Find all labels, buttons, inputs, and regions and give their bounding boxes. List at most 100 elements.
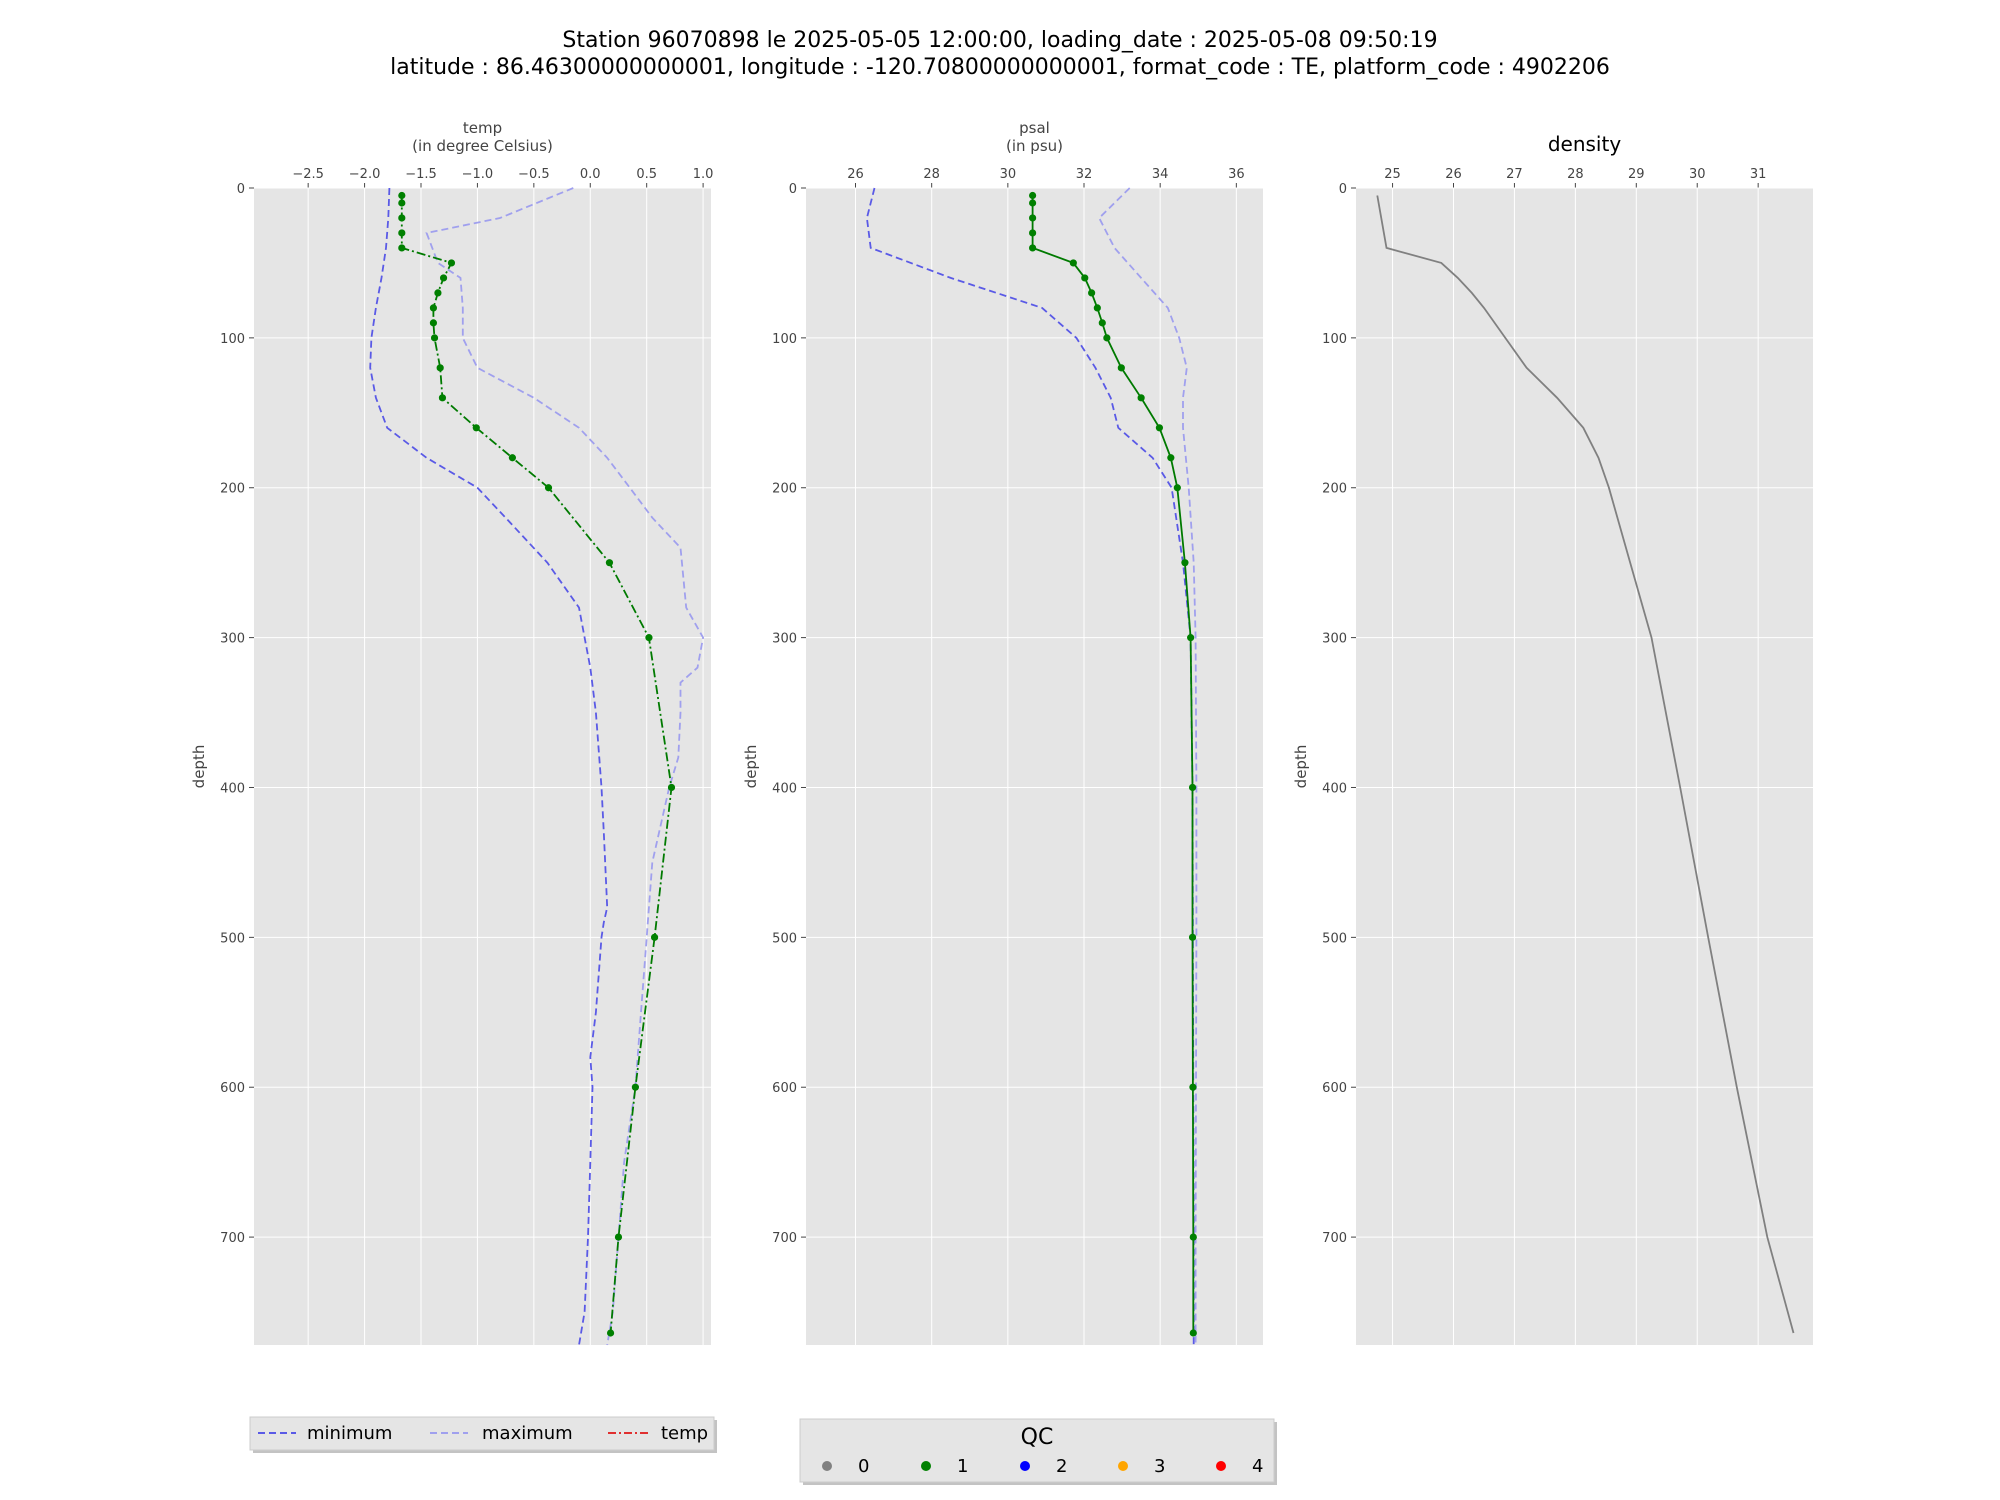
figure-title-line1: Station 96070898 le 2025-05-05 12:00:00,… (562, 28, 1437, 53)
psal-series-minimum (865, 187, 1195, 1345)
psal-point (1137, 394, 1145, 402)
temp-series-maximum (425, 187, 705, 1346)
temp-point (398, 199, 406, 207)
temp-point (667, 783, 676, 792)
legend-minimum-label: minimum (307, 1423, 392, 1444)
temp-xtick-label: 1.0 (693, 167, 714, 182)
temp-ytick-label: 600 (220, 1081, 245, 1096)
temp-ytick-label: 500 (220, 931, 245, 946)
temp-xlabel: temp (463, 119, 502, 137)
psal-xlabel: psal (1019, 119, 1050, 137)
temp-panel: −2.5 −2.0 −1.5 −1.0 −0.5 0.0 0.5 1.0 0 100 200 300 4… (190, 119, 714, 1346)
temp-point (429, 319, 438, 327)
temp-point (645, 634, 653, 642)
psal-series-maximum (1098, 187, 1198, 1345)
temp-point (398, 191, 406, 200)
psal-xtick-label: 28 (923, 167, 940, 182)
density-ytick-label: 0 (1339, 182, 1347, 197)
density-ytick-label: 400 (1322, 781, 1347, 796)
psal-ytick-label: 700 (772, 1231, 797, 1246)
qc2-label: 2 (1056, 1456, 1067, 1477)
temp-xtick-label: 0.0 (580, 167, 601, 182)
psal-point (1188, 783, 1197, 792)
psal-point (1189, 1083, 1197, 1091)
psal-point (1188, 933, 1197, 941)
qc0-label: 0 (858, 1456, 869, 1477)
temp-ylabel: depth (190, 745, 208, 789)
temp-point (434, 289, 442, 297)
temp-point (605, 559, 614, 567)
psal-ylabel: depth (742, 745, 760, 789)
figure-title-line2: latitude : 86.46300000000001, longitude … (390, 55, 1610, 80)
psal-plot-area (806, 188, 1263, 1345)
psal-xtick-label: 36 (1228, 167, 1245, 182)
temp-point (430, 334, 439, 342)
qc1-label: 1 (957, 1456, 968, 1477)
psal-xlabel-unit: (in psu) (1006, 137, 1063, 155)
temp-plot-area (254, 188, 711, 1345)
temp-point (544, 484, 553, 492)
psal-point (1093, 304, 1101, 312)
psal-ytick-label: 500 (772, 931, 797, 946)
density-xtick-label: 29 (1628, 167, 1645, 182)
temp-point (398, 229, 406, 237)
temp-xtick-label: −0.5 (518, 167, 550, 182)
density-ytick-label: 200 (1322, 482, 1347, 497)
psal-point (1028, 199, 1037, 207)
psal-ytick-label: 400 (772, 781, 797, 796)
psal-point (1081, 274, 1089, 282)
qc4-marker (1216, 1461, 1226, 1471)
psal-point (1028, 191, 1037, 200)
density-ylabel: depth (1292, 745, 1310, 789)
psal-point (1098, 319, 1106, 327)
line-legend: minimum maximum temp (249, 1416, 717, 1453)
temp-series-minimum (369, 187, 609, 1346)
temp-xtick-label: −1.5 (405, 167, 437, 182)
psal-point (1189, 1329, 1197, 1337)
density-xtick-label: 25 (1384, 167, 1401, 182)
temp-point (650, 933, 659, 941)
temp-point (436, 364, 444, 372)
temp-point (439, 274, 448, 282)
qc0-marker (822, 1461, 832, 1471)
temp-ytick-label: 0 (237, 182, 245, 197)
qc3-marker (1118, 1461, 1128, 1471)
psal-xtick-label: 32 (1076, 167, 1093, 182)
temp-point (438, 394, 447, 402)
temp-point (398, 244, 406, 252)
psal-ytick-label: 100 (772, 332, 797, 347)
density-xtick-label: 31 (1750, 167, 1767, 182)
psal-point (1028, 229, 1037, 237)
density-xtick-label: 28 (1567, 167, 1584, 182)
psal-point (1155, 424, 1164, 432)
temp-ytick-label: 200 (220, 482, 245, 497)
psal-point (1088, 289, 1096, 297)
psal-point (1028, 214, 1037, 222)
psal-point (1117, 364, 1125, 372)
density-ytick-label: 600 (1322, 1081, 1347, 1096)
temp-point (614, 1233, 623, 1241)
psal-point (1189, 1233, 1197, 1241)
density-ytick-label: 700 (1322, 1231, 1347, 1246)
psal-ytick-label: 200 (772, 482, 797, 497)
qc-legend: QC 0 1 2 3 4 (799, 1418, 1277, 1485)
temp-xtick-label: −2.0 (349, 167, 381, 182)
psal-ytick-label: 600 (772, 1081, 797, 1096)
psal-xtick-label: 30 (1000, 167, 1017, 182)
density-series-density (1376, 195, 1795, 1334)
psal-ytick-label: 300 (772, 632, 797, 647)
temp-ytick-label: 400 (220, 781, 245, 796)
temp-point (606, 1329, 615, 1337)
qc-legend-title: QC (1021, 1425, 1054, 1450)
psal-ytick-label: 0 (789, 182, 797, 197)
qc3-label: 3 (1154, 1456, 1165, 1477)
psal-panel: 26 28 30 32 34 36 0 100 200 300 400 500 600 700 depth p… (742, 119, 1263, 1345)
psal-point (1069, 259, 1077, 267)
density-ytick-label: 500 (1322, 931, 1347, 946)
psal-xtick-label: 26 (847, 167, 864, 182)
temp-ytick-label: 300 (220, 632, 245, 647)
qc1-marker (921, 1461, 931, 1471)
temp-xtick-label: 0.5 (636, 167, 657, 182)
temp-point (447, 259, 456, 267)
